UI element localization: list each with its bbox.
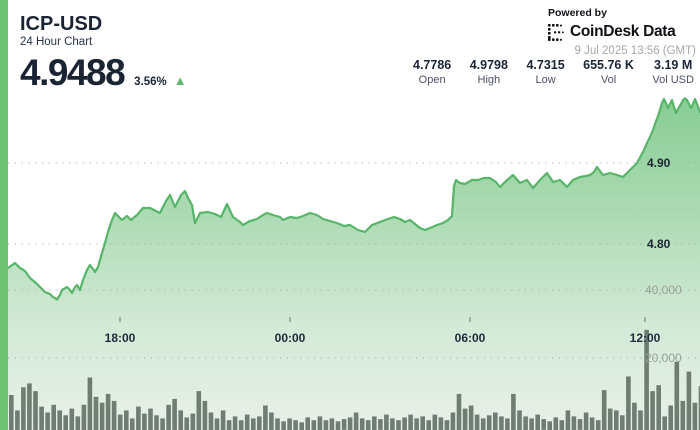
stat-volume: 655.76 K Vol [583, 58, 634, 86]
chart-subtitle: 24 Hour Chart [20, 36, 93, 48]
svg-text:06:00: 06:00 [455, 331, 486, 345]
svg-text:18:00: 18:00 [105, 331, 136, 345]
stat-value: 4.7315 [526, 58, 565, 72]
svg-text:4.80: 4.80 [647, 237, 671, 251]
stat-label: High [477, 74, 501, 86]
stat-volume-usd: 3.19 M Vol USD [652, 58, 694, 86]
stat-low: 4.7315 Low [526, 58, 564, 86]
powered-by-label: Powered by [548, 7, 607, 19]
symbol-title: ICP-USD [20, 13, 103, 35]
price-area-fill [8, 98, 700, 430]
svg-text:00:00: 00:00 [275, 331, 306, 345]
stat-high: 4.9798 High [470, 58, 508, 86]
coindesk-data-logo[interactable]: CoinDesk Data [548, 23, 696, 41]
stats-row: 4.7786 Open 4.9798 High 4.7315 Low 655.7… [413, 58, 694, 86]
stat-value: 4.7786 [413, 58, 452, 72]
stat-value: 3.19 M [654, 58, 693, 72]
price-line [6, 97, 700, 301]
change-percent: 3.56% [134, 76, 167, 88]
accent-bar [0, 0, 8, 430]
volume-bars [9, 329, 700, 430]
timestamp: 9 Jul 2025 13:56 (GMT) [574, 45, 696, 57]
stat-label: Open [418, 74, 446, 86]
price-row: 4.9488 3.56% ▲ [20, 54, 187, 91]
svg-text:20,000: 20,000 [645, 351, 682, 365]
stat-label: Vol [600, 74, 617, 86]
up-arrow-icon: ▲ [173, 73, 187, 88]
axis-labels: 4.90 4.80 40,000 20,000 18:00 00:00 06:00 12:00 [105, 156, 682, 365]
coindesk-logo-icon [548, 23, 564, 41]
stat-label: Vol USD [652, 74, 694, 86]
brand-suffix: Data [643, 23, 676, 40]
brand-name: CoinDesk [570, 23, 640, 40]
branding-block: Powered by CoinDesk Data 9 Jul 202 [548, 7, 696, 57]
current-price: 4.9488 [20, 52, 126, 93]
stat-value: 4.9798 [469, 58, 508, 72]
svg-text:4.90: 4.90 [647, 156, 671, 170]
stat-value: 655.76 K [583, 58, 634, 72]
svg-text:40,000: 40,000 [645, 283, 682, 297]
header: ICP-USD 24 Hour Chart 4.9488 3.56% ▲ [20, 13, 187, 91]
stat-label: Low [535, 74, 556, 86]
stat-open: 4.7786 Open [413, 58, 451, 86]
svg-text:12:00: 12:00 [630, 331, 661, 345]
